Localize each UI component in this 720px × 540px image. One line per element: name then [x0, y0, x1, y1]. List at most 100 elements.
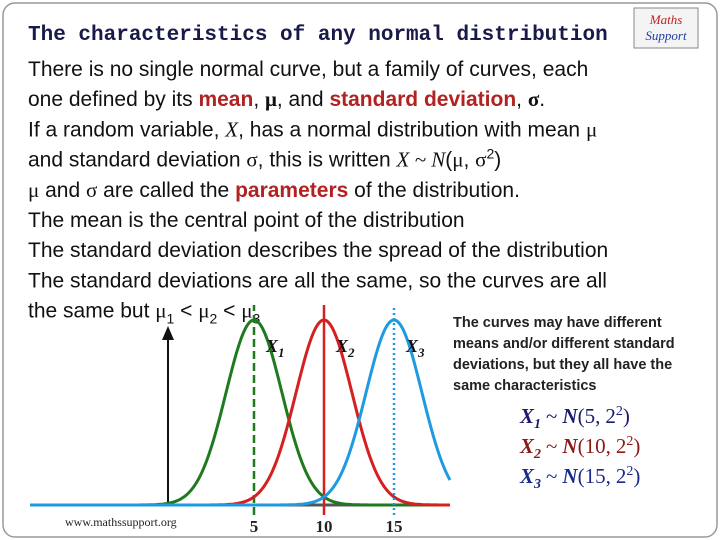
eq-var: X [519, 434, 535, 458]
text-segment: one defined by its [28, 88, 198, 111]
text-segment: μ [452, 148, 463, 172]
text-segment: . [539, 88, 545, 111]
text-segment: of the distribution. [348, 179, 520, 202]
y-axis-arrow [162, 326, 174, 340]
eq-tilde: ~ [546, 434, 557, 458]
body-line: There is no single normal curve, but a f… [28, 58, 588, 81]
curve-label: X3 [405, 336, 425, 360]
eq-sd: 2 [605, 404, 616, 428]
text-segment: 2 [487, 146, 495, 162]
text-segment: If a random variable, [28, 118, 225, 141]
curve-name: X [405, 336, 419, 356]
text-segment: are called the [97, 179, 235, 202]
eq-close: ) [623, 404, 630, 428]
curve-name: X [335, 336, 349, 356]
text-segment: The standard deviation describes the spr… [28, 239, 608, 262]
eq-index: 3 [533, 477, 541, 492]
curve-index: 1 [278, 345, 285, 360]
text-segment: ) [494, 149, 501, 172]
footer: www.mathssupport.org [65, 515, 177, 529]
eq-open: ( [578, 434, 585, 458]
eq-index: 1 [534, 417, 541, 432]
eq-sd: 2 [616, 464, 627, 488]
text-segment: 3 [253, 311, 261, 327]
text-segment: , [464, 149, 476, 172]
logo-box [633, 7, 699, 49]
text-segment: σ [475, 148, 486, 172]
text-segment: μ [265, 87, 277, 111]
eq-close: ) [633, 434, 640, 458]
title: The characteristics of any normal distri… [28, 24, 608, 47]
text-segment: σ [246, 148, 257, 172]
curve-name: X [265, 336, 279, 356]
eq-dist: N [561, 434, 578, 458]
text-segment: the same but [28, 300, 155, 323]
eq-power: 2 [626, 434, 633, 449]
text-segment: and [39, 179, 86, 202]
curve-label: X2 [335, 336, 355, 360]
note-line: means and/or different standard [453, 336, 675, 352]
eq-index: 2 [533, 447, 541, 462]
text-segment: 1 [167, 311, 175, 327]
equation: X3 ~ N(15, 22) [519, 464, 640, 492]
eq-dist: N [561, 464, 578, 488]
body-line: The standard deviations are all the same… [28, 269, 607, 292]
note-line: deviations, but they all have the [453, 357, 672, 373]
eq-tilde: ~ [546, 464, 557, 488]
text-segment: μ [155, 299, 166, 323]
normal-curve [30, 318, 452, 507]
body-line: The standard deviation describes the spr… [28, 239, 608, 262]
eq-power: 2 [626, 464, 633, 479]
text-segment: ( [445, 149, 452, 172]
body-line: the same but μ1 < μ2 < μ3 [28, 299, 261, 327]
normal-curve [30, 318, 450, 507]
note-line: The curves may have different [453, 315, 662, 331]
text-segment: μ [198, 299, 209, 323]
text-segment: mean [198, 88, 253, 111]
text-segment: μ [241, 299, 252, 323]
logo: Maths Support [633, 7, 699, 49]
body-line: and standard deviation σ, this is writte… [28, 146, 501, 172]
text-segment: , [516, 88, 528, 111]
curve-index: 2 [347, 345, 355, 360]
equation: X2 ~ N(10, 22) [519, 434, 640, 462]
text-segment: , has a normal distribution with mean [238, 118, 586, 141]
text-segment: and standard deviation [28, 149, 246, 172]
text-segment: The mean is the central point of the dis… [28, 209, 465, 232]
eq-mean: 5 [585, 404, 596, 428]
text-segment: μ [586, 117, 597, 141]
body-line: If a random variable, X, has a normal di… [28, 117, 597, 141]
eq-mean: 10 [585, 434, 606, 458]
note-line: same characteristics [453, 378, 597, 394]
logo-text: Maths [649, 12, 683, 27]
x-tick-label: 15 [386, 517, 403, 536]
eq-var: X [519, 464, 535, 488]
eq-sep: , [595, 404, 600, 428]
text-segment: < [174, 300, 198, 323]
curve-label: X1 [265, 336, 285, 360]
text-segment: , this is written [258, 149, 397, 172]
body-line: μ and σ are called the parameters of the… [28, 178, 520, 202]
text-segment: standard deviation [329, 88, 516, 111]
text-segment: , [253, 88, 265, 111]
curve-index: 3 [417, 345, 425, 360]
text-segment: σ [528, 87, 540, 111]
equation: X1 ~ N(5, 22) [519, 404, 630, 432]
eq-sep: , [606, 434, 611, 458]
eq-tilde: ~ [546, 404, 557, 428]
text-segment: σ [86, 178, 97, 202]
body-line: one defined by its mean, μ, and standard… [28, 87, 545, 111]
eq-close: ) [633, 464, 640, 488]
body-line: The mean is the central point of the dis… [28, 209, 465, 232]
text-segment: 2 [210, 311, 218, 327]
logo-text: Support [645, 28, 687, 43]
eq-sep: , [606, 464, 611, 488]
text-segment: X [224, 117, 239, 141]
text-segment: There is no single normal curve, but a f… [28, 58, 588, 81]
eq-open: ( [578, 404, 585, 428]
x-tick-label: 5 [250, 517, 259, 536]
text-segment: The standard deviations are all the same… [28, 269, 607, 292]
eq-power: 2 [616, 404, 623, 419]
